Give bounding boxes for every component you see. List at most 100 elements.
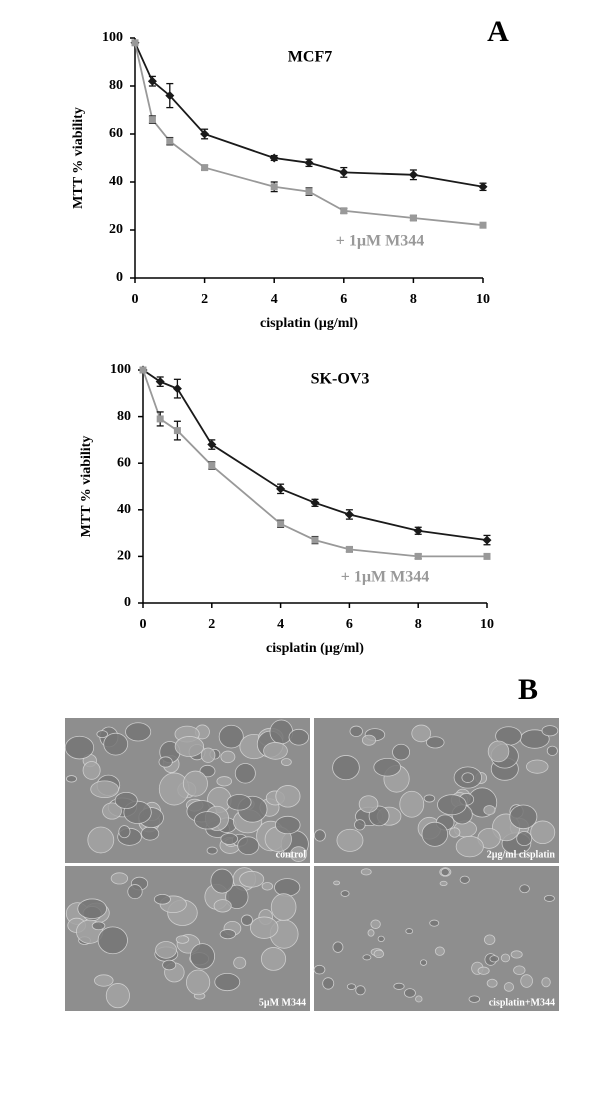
cell [541, 977, 551, 988]
cell [118, 825, 131, 839]
data-point [413, 526, 423, 536]
cell [87, 826, 115, 854]
data-point [131, 39, 139, 47]
cell [455, 835, 484, 858]
cell [102, 802, 122, 820]
cell [103, 732, 129, 756]
cell [77, 898, 107, 919]
data-point [478, 182, 488, 192]
cell [125, 722, 152, 742]
panel-label: A [487, 15, 509, 48]
cell [373, 758, 402, 777]
cell [158, 756, 173, 768]
cell [530, 820, 556, 845]
cell [503, 982, 515, 992]
x-tick-label: 6 [340, 292, 347, 307]
cell [404, 988, 416, 998]
cell [274, 878, 301, 897]
x-tick-label: 6 [346, 617, 353, 632]
cell [520, 974, 533, 988]
cell [105, 983, 130, 1009]
cell [468, 995, 481, 1003]
x-tick-label: 10 [476, 292, 490, 307]
data-point [305, 188, 313, 196]
cell [509, 804, 538, 830]
data-point [482, 535, 492, 545]
cell [219, 929, 236, 940]
cell [260, 947, 287, 971]
data-point [173, 427, 181, 435]
cell [434, 946, 445, 956]
micrograph-label: 2µg/ml cisplatin [487, 849, 556, 860]
cell [234, 763, 256, 784]
cell [420, 959, 428, 966]
panel-label: B [518, 673, 538, 706]
y-axis-label: MTT % viability [79, 436, 94, 538]
cell [66, 775, 77, 783]
y-tick-label: 0 [116, 270, 123, 285]
cell [415, 995, 423, 1003]
cell [218, 724, 244, 749]
y-tick-label: 0 [124, 595, 131, 610]
cell [96, 730, 108, 739]
x-tick-label: 0 [132, 292, 139, 307]
cell [186, 969, 211, 996]
data-point [310, 498, 320, 508]
x-tick-label: 4 [277, 617, 284, 632]
cell [114, 791, 138, 809]
cell [358, 795, 379, 813]
cell [313, 964, 326, 975]
cell [153, 894, 171, 905]
cell [275, 785, 301, 808]
cell [140, 826, 160, 841]
cell [210, 868, 234, 894]
cell [200, 747, 216, 763]
data-point [345, 545, 353, 553]
data-point [409, 214, 417, 222]
data-point [277, 520, 285, 528]
cell [280, 758, 292, 766]
x-axis-label: cisplatin (µg/ml) [260, 316, 358, 331]
y-tick-label: 60 [109, 126, 123, 141]
cell [500, 953, 511, 963]
data-point [269, 153, 279, 163]
y-tick-label: 20 [117, 549, 131, 564]
x-axis-label: cisplatin (µg/ml) [266, 641, 364, 656]
cell [322, 977, 335, 990]
data-point [276, 484, 286, 494]
cell [240, 914, 253, 926]
x-tick-label: 8 [410, 292, 417, 307]
cell [332, 755, 360, 781]
cell [220, 750, 236, 764]
cell [182, 770, 208, 797]
data-point [201, 164, 209, 172]
cell [127, 884, 143, 900]
cell [486, 978, 498, 988]
chart-title: MCF7 [288, 49, 332, 66]
cell [439, 880, 448, 887]
cell [274, 815, 301, 835]
cell [261, 882, 274, 891]
cell [239, 870, 265, 888]
data-point [148, 116, 156, 124]
cell [370, 919, 381, 929]
data-point [414, 552, 422, 560]
data-point [166, 137, 174, 145]
cell [483, 805, 496, 816]
cell [206, 846, 218, 855]
cell [214, 973, 241, 992]
cell [333, 880, 341, 886]
cell [355, 985, 366, 996]
cell [393, 982, 405, 990]
cell [477, 966, 490, 975]
cell [484, 934, 496, 945]
cell [82, 761, 101, 780]
series-line [142, 369, 488, 541]
cell [354, 819, 366, 831]
cell [175, 935, 190, 944]
cell [64, 735, 95, 760]
cell [90, 780, 119, 799]
cell [421, 821, 449, 847]
y-tick-label: 80 [109, 78, 123, 93]
